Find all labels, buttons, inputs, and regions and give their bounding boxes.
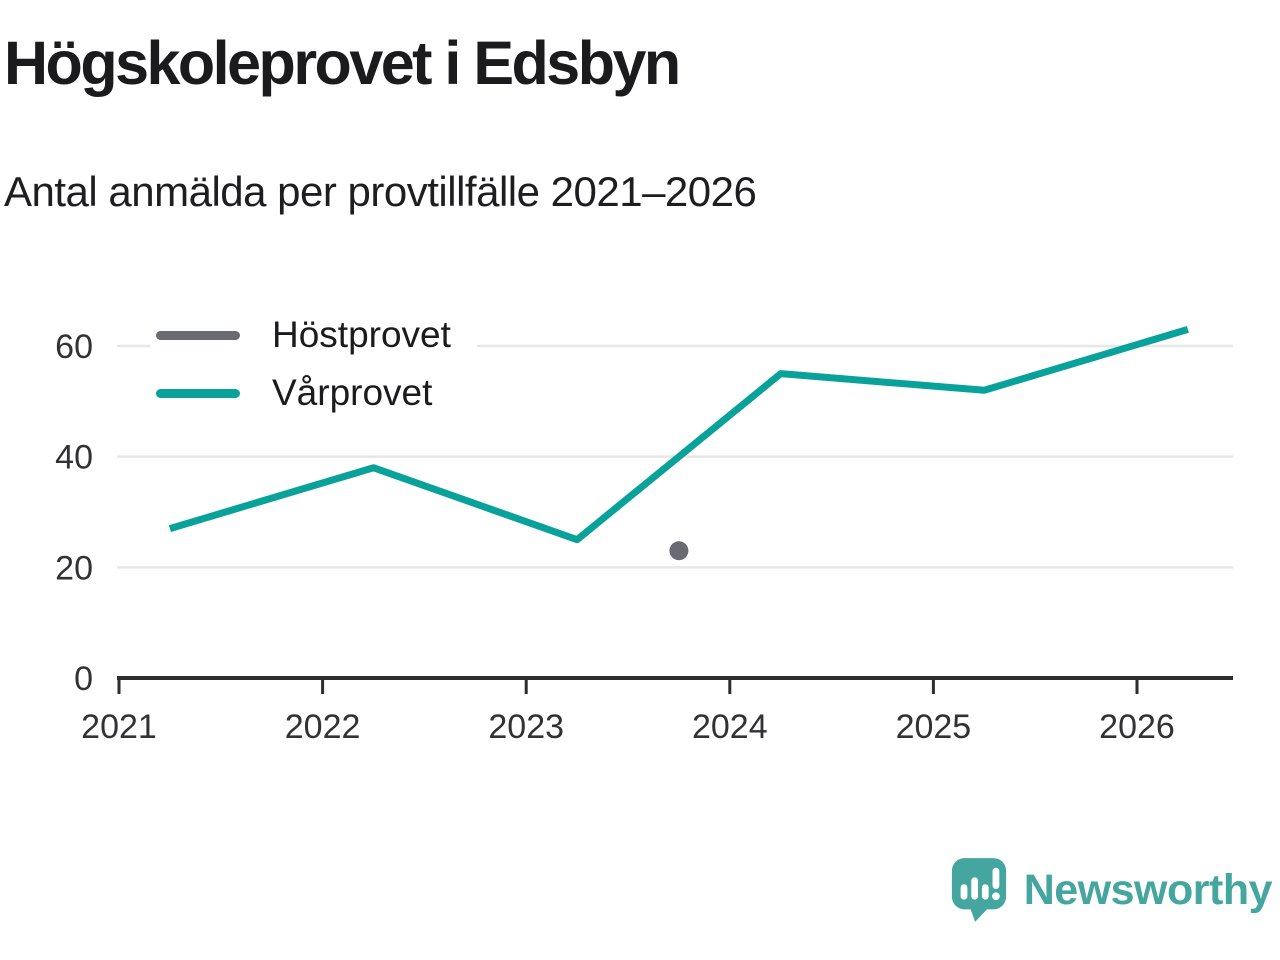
legend-label-hostprovet: Höstprovet — [272, 314, 451, 355]
svg-text:2023: 2023 — [488, 708, 564, 746]
legend-item-hostprovet: Höstprovet — [150, 312, 477, 358]
svg-text:60: 60 — [55, 328, 93, 366]
svg-text:40: 40 — [55, 439, 93, 477]
newsworthy-badge-icon — [951, 858, 1006, 922]
chart-title: Högskoleprovet i Edsbyn — [4, 29, 681, 97]
svg-text:2022: 2022 — [285, 708, 361, 746]
legend-swatch-hostprovet — [156, 330, 240, 340]
legend-label-varprovet: Vårprovet — [272, 372, 433, 413]
legend-item-varprovet: Vårprovet — [150, 370, 477, 416]
svg-text:2026: 2026 — [1099, 708, 1175, 746]
svg-text:20: 20 — [55, 549, 93, 587]
svg-text:0: 0 — [74, 660, 93, 698]
svg-text:2024: 2024 — [692, 708, 768, 746]
legend-swatch-varprovet — [156, 388, 240, 398]
svg-text:2021: 2021 — [81, 708, 157, 746]
chart-subtitle: Antal anmälda per provtillfälle 2021–202… — [4, 168, 757, 215]
newsworthy-logo: Newsworthy — [949, 854, 1273, 926]
brand-name: Newsworthy — [1023, 865, 1273, 914]
chart-legend: Höstprovet Vårprovet — [150, 312, 477, 428]
svg-text:2025: 2025 — [896, 708, 972, 746]
